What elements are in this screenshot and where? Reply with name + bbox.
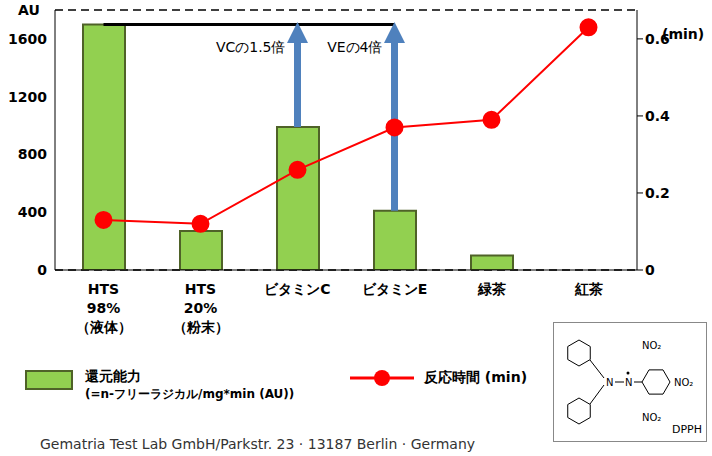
svg-text:紅茶: 紅茶 [574, 281, 603, 297]
svg-text:0.6: 0.6 [645, 30, 670, 47]
svg-text:0.4: 0.4 [645, 108, 670, 124]
svg-text:NO₂: NO₂ [642, 340, 661, 351]
svg-text:緑茶: 緑茶 [477, 281, 506, 297]
html-text:還元能力: 還元能力 [85, 368, 141, 384]
svg-text:N: N [625, 377, 632, 388]
svg-text:NO₂: NO₂ [674, 377, 693, 388]
html-text:Gematria Test Lab GmbH/Parkstr: Gematria Test Lab GmbH/Parkstr. 23 · 131… [40, 436, 476, 452]
svg-text:400: 400 [18, 204, 47, 220]
svg-text:800: 800 [18, 146, 47, 162]
svg-text:0.2: 0.2 [645, 185, 670, 201]
svg-text:VEの4倍: VEの4倍 [327, 39, 382, 55]
svg-text:NO₂: NO₂ [642, 412, 661, 423]
html-text:(min): (min) [662, 26, 705, 42]
html-text:AU: AU [18, 2, 40, 18]
svg-text:1200: 1200 [8, 89, 47, 105]
html-text:反応時間 (min): 反応時間 (min) [424, 369, 527, 385]
svg-text:1600: 1600 [8, 31, 47, 47]
svg-text:VCの1.5倍: VCの1.5倍 [216, 39, 286, 55]
svg-text:ビタミンE: ビタミンE [362, 281, 428, 297]
svg-text:HTS98%（液体）: HTS98%（液体） [76, 281, 132, 335]
html-text:(=n-フリーラジカル/mg*min (AU)): (=n-フリーラジカル/mg*min (AU)) [85, 387, 295, 401]
svg-text:HTS20%（粉末）: HTS20%（粉末） [173, 281, 229, 335]
svg-text:DPPH: DPPH [672, 423, 702, 436]
svg-text:0: 0 [645, 262, 655, 278]
svg-text:ビタミンC: ビタミンC [264, 281, 330, 297]
svg-text:0: 0 [37, 262, 47, 278]
svg-text:N: N [606, 377, 613, 388]
